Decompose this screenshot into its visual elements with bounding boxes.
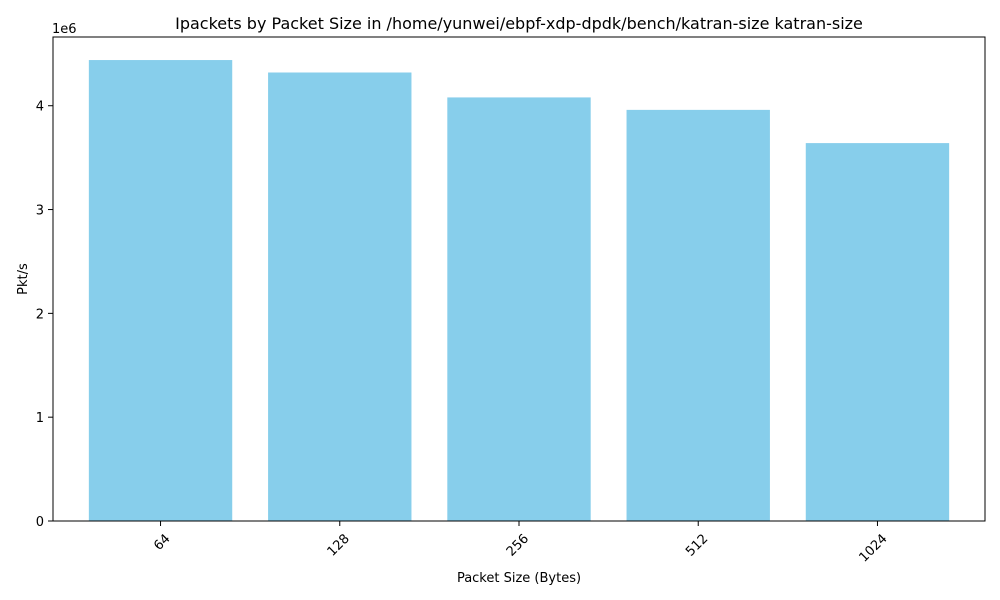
y-tick-label: 4	[36, 100, 44, 115]
y-axis-ticks: 0 1 2 3 4	[36, 100, 53, 530]
bars-group	[88, 60, 950, 522]
bar-64	[88, 60, 233, 522]
chart-title: Ipackets by Packet Size in /home/yunwei/…	[175, 14, 863, 33]
bar-1024	[805, 143, 950, 521]
plot-area-frame	[52, 36, 986, 522]
x-tick-label: 64	[151, 531, 173, 553]
y-tick-label: 3	[36, 204, 44, 219]
y-tick-label: 1	[36, 411, 44, 426]
y-tick-label: 0	[36, 515, 44, 530]
bar-512	[626, 109, 770, 521]
x-axis-label: Packet Size (Bytes)	[457, 571, 581, 586]
y-axis-scale-label: 1e6	[52, 22, 77, 37]
x-tick-label: 256	[504, 531, 532, 559]
y-axis-label: Pkt/s	[16, 263, 31, 295]
y-tick-label: 2	[36, 307, 44, 322]
bar-256	[447, 97, 591, 522]
x-tick-label: 1024	[857, 531, 891, 565]
bar-128	[268, 72, 412, 521]
x-axis-ticks: 64 128 256 512 1024	[151, 521, 891, 565]
x-tick-label: 512	[683, 531, 711, 559]
x-tick-label: 128	[325, 531, 353, 559]
